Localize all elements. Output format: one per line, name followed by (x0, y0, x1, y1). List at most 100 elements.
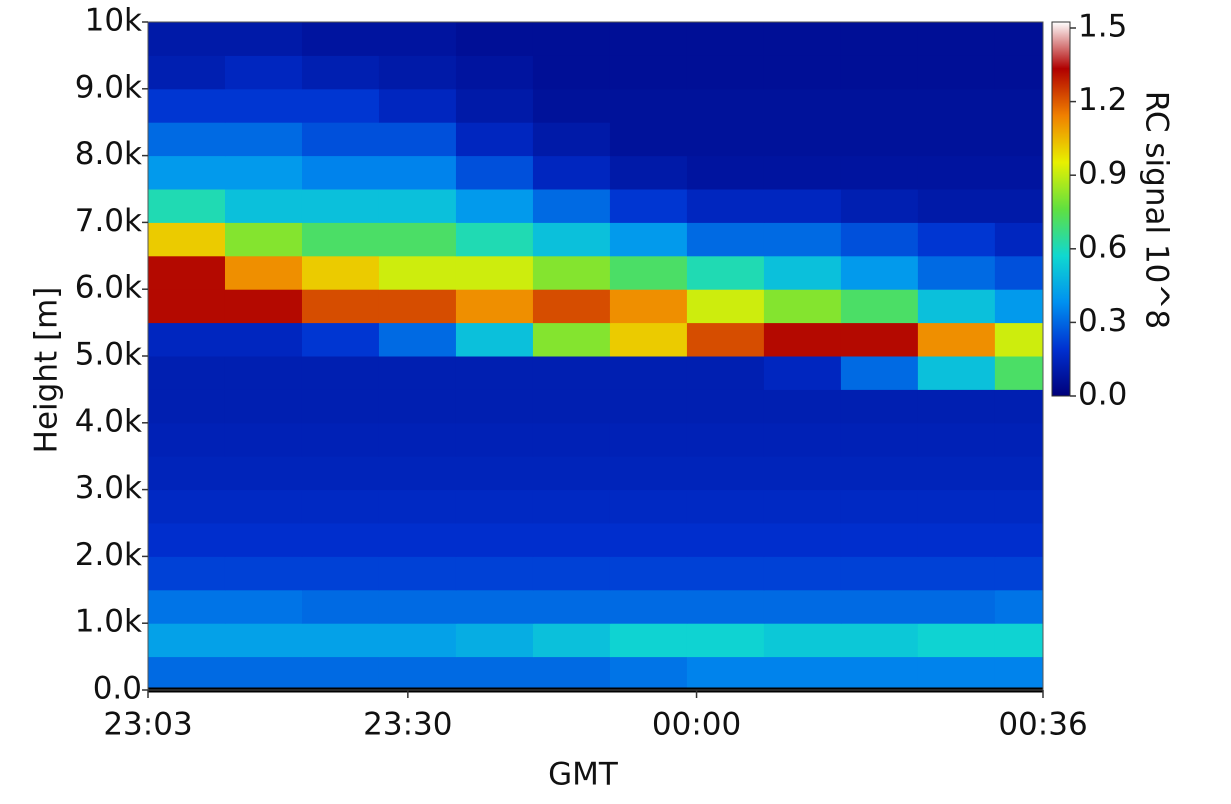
heatmap-cell (455, 55, 534, 90)
heatmap-cell (148, 55, 226, 90)
heatmap-cell (917, 322, 996, 357)
heatmap-cell (609, 389, 688, 424)
heatmap-cell (148, 22, 226, 56)
heatmap-cell (148, 88, 226, 123)
heatmap-cell (840, 22, 919, 56)
heatmap-cell (455, 322, 534, 357)
heatmap-cell (917, 422, 996, 457)
colorbar-tick-label: 0.0 (1078, 377, 1127, 413)
heatmap-cell (609, 556, 688, 591)
heatmap-cell (609, 422, 688, 457)
heatmap-cell (532, 456, 611, 491)
heatmap-cell (994, 589, 1044, 624)
y-tick-label: 2.0k (75, 537, 142, 573)
heatmap-cell (994, 456, 1044, 491)
heatmap-cell (148, 523, 226, 557)
heatmap-cell (840, 422, 919, 457)
heatmap-cell (378, 289, 457, 324)
heatmap-cell (148, 589, 226, 624)
heatmap-cell (224, 88, 303, 123)
heatmap-cell (994, 88, 1044, 123)
heatmap-cell (301, 55, 380, 90)
heatmap-cell (763, 322, 842, 357)
heatmap-cell (224, 656, 303, 691)
heatmap-cell (378, 523, 457, 557)
heatmap-cell (301, 289, 380, 324)
heatmap-cell (686, 356, 765, 390)
heatmap-cell (686, 222, 765, 257)
heatmap-cell (301, 322, 380, 357)
heatmap-cell (609, 523, 688, 557)
heatmap-cell (994, 389, 1044, 424)
heatmap-cell (455, 523, 534, 557)
heatmap-cell (532, 122, 611, 157)
heatmap-cell (609, 155, 688, 190)
heatmap-cell (301, 589, 380, 624)
heatmap-cell (840, 189, 919, 223)
x-tick-label: 00:36 (998, 707, 1087, 743)
heatmap-cell (763, 255, 842, 290)
heatmap-cell (148, 456, 226, 491)
heatmap-cell (378, 122, 457, 157)
heatmap-cell (224, 456, 303, 491)
heatmap-cell (532, 22, 611, 56)
heatmap-cell (763, 289, 842, 324)
heatmap-cell (763, 88, 842, 123)
y-tick-label: 0.0 (93, 671, 142, 707)
heatmap-cell (455, 623, 534, 658)
heatmap-cell (378, 389, 457, 424)
heatmap-cell (763, 189, 842, 223)
heatmap-cell (609, 322, 688, 357)
heatmap-cell (763, 623, 842, 658)
heatmap-cell (609, 88, 688, 123)
heatmap-cell (378, 255, 457, 290)
heatmap-cell (224, 623, 303, 658)
heatmap-cell (840, 122, 919, 157)
heatmap-cell (609, 255, 688, 290)
heatmap-cell (301, 222, 380, 257)
heatmap-cell (917, 389, 996, 424)
heatmap-cell (994, 556, 1044, 591)
heatmap-cell (455, 122, 534, 157)
heatmap-cell (609, 489, 688, 524)
heatmap-cell (378, 356, 457, 390)
heatmap-cell (148, 189, 226, 223)
heatmap-cell (378, 556, 457, 591)
heatmap-cell (763, 456, 842, 491)
y-axis-label: Height [m] (29, 287, 65, 454)
heatmap-cell (917, 489, 996, 524)
heatmap-cell (840, 255, 919, 290)
heatmap-cell (686, 389, 765, 424)
heatmap-cell (224, 55, 303, 90)
heatmap-cell (224, 556, 303, 591)
heatmap-cell (455, 422, 534, 457)
heatmap-cell (378, 155, 457, 190)
heatmap-cell (378, 88, 457, 123)
heatmap-cell (532, 422, 611, 457)
heatmap-cell (840, 356, 919, 390)
heatmap-cell (148, 356, 226, 390)
x-tick-label: 23:03 (103, 707, 192, 743)
heatmap-cell (686, 589, 765, 624)
heatmap-cell (224, 189, 303, 223)
heatmap-cell (455, 489, 534, 524)
heatmap-cell (378, 489, 457, 524)
heatmap-cell (994, 189, 1044, 223)
heatmap-cell (532, 222, 611, 257)
heatmap-cell (378, 656, 457, 691)
heatmap-cell (532, 189, 611, 223)
colorbar (1051, 21, 1071, 397)
heatmap-cell (455, 556, 534, 591)
heatmap-cell (532, 289, 611, 324)
y-tick-label: 3.0k (75, 470, 142, 506)
heatmap-cell (148, 122, 226, 157)
heatmap-cell (224, 155, 303, 190)
heatmap-cell (763, 422, 842, 457)
heatmap-cell (609, 222, 688, 257)
heatmap-cell (609, 122, 688, 157)
heatmap-cell (917, 356, 996, 390)
heatmap-cell (148, 389, 226, 424)
heatmap-cell (686, 656, 765, 691)
colorbar-tick-label: 0.9 (1078, 156, 1127, 192)
